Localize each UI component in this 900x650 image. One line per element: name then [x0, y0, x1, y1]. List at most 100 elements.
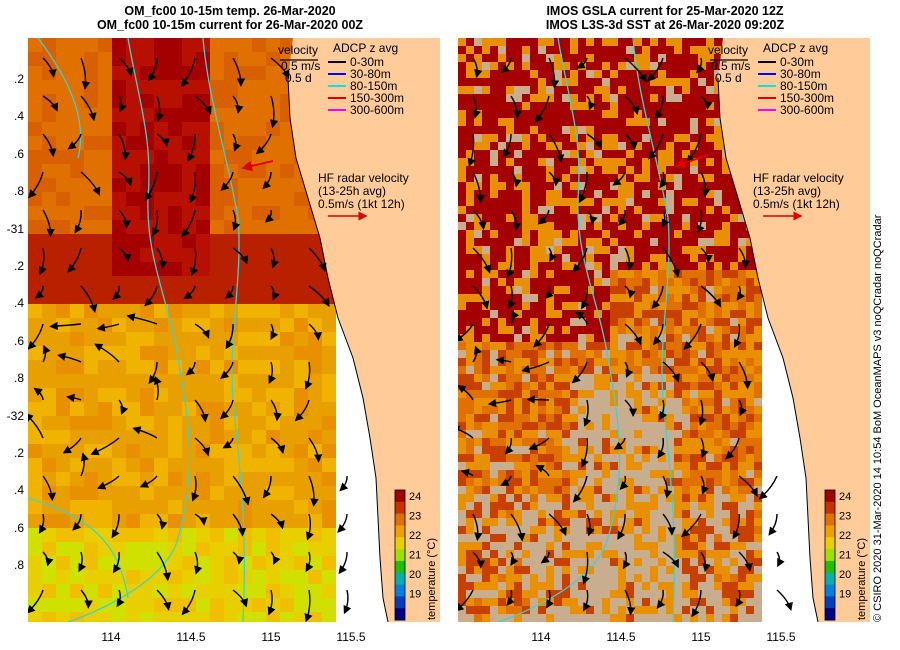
left-map-panel[interactable]: velocity 0.5 m/s 0.5 d ADCP z avg 0-30m 3… — [28, 38, 440, 622]
adcp-legend-label: 80-150m — [350, 79, 397, 93]
current-arrow — [686, 133, 702, 164]
current-arrow — [683, 323, 702, 350]
current-arrow — [472, 171, 485, 204]
left-coastline — [287, 77, 389, 622]
colorbar-tick: 23 — [409, 511, 421, 523]
current-arrow — [662, 475, 673, 499]
current-arrow — [220, 171, 234, 191]
right-panel-title: IMOS GSLA current for 25-Mar-2020 12Z IM… — [455, 4, 875, 32]
y-tick: .6 — [13, 146, 24, 161]
adcp-legend-label: 80-150m — [780, 79, 827, 93]
hf-title: HF radar velocity — [318, 171, 409, 185]
current-arrow — [661, 209, 670, 228]
current-arrow — [80, 589, 93, 609]
current-arrow — [776, 589, 793, 612]
current-arrow — [189, 171, 198, 204]
right-hf-radar-arrow — [674, 154, 709, 169]
left-map-svg: velocity 0.5 m/s 0.5 d ADCP z avg 0-30m3… — [28, 38, 440, 622]
current-arrow — [458, 425, 474, 439]
colorbar-segment — [395, 513, 405, 526]
current-arrow — [583, 399, 592, 427]
current-arrow — [624, 399, 638, 417]
current-arrow — [619, 475, 629, 490]
current-arrow — [736, 285, 745, 301]
current-arrow — [738, 475, 758, 497]
y-tick: .4 — [13, 483, 24, 498]
current-arrow — [118, 209, 131, 229]
current-arrow — [262, 171, 272, 190]
current-arrow — [510, 209, 522, 232]
colorbar-segment — [395, 549, 405, 562]
current-arrow — [224, 285, 234, 299]
scale-time-label: 0.5 d — [285, 71, 312, 85]
current-arrow — [269, 95, 279, 129]
colorbar-segment — [825, 596, 835, 609]
current-arrow — [308, 247, 327, 272]
current-arrow — [337, 513, 348, 533]
adcp-legend-label: 0-30m — [780, 55, 814, 69]
current-arrow — [139, 475, 158, 488]
left-panel-title: OM_fc00 10-15m temp. 26-Mar-2020 OM_fc00… — [20, 4, 440, 32]
current-arrow — [680, 513, 702, 538]
current-arrow — [662, 551, 679, 569]
current-arrow — [624, 95, 640, 116]
current-arrow — [34, 285, 44, 299]
right-isobath-1 — [497, 38, 621, 622]
left-current-arrows — [28, 57, 352, 622]
current-arrow — [308, 437, 323, 463]
current-arrow — [67, 247, 82, 273]
current-arrow — [262, 475, 272, 499]
current-arrow — [548, 513, 567, 536]
current-arrow — [521, 361, 550, 374]
x-tick: 114 — [531, 630, 551, 644]
current-arrow — [232, 95, 244, 114]
y-tick: -31 — [6, 221, 24, 236]
current-arrow — [700, 95, 713, 110]
current-arrow — [540, 551, 550, 564]
current-arrow — [194, 551, 203, 575]
right-velocity-label: velocity — [708, 43, 748, 57]
right-scale-speed-label: 0.5 m/s — [711, 59, 750, 73]
current-arrow — [657, 437, 666, 459]
right-current-arrows — [458, 57, 793, 618]
colorbar-tick: 22 — [409, 530, 421, 542]
x-tick: 115 — [261, 630, 281, 644]
current-arrow — [467, 133, 476, 167]
current-arrow — [33, 387, 44, 401]
current-arrow — [758, 475, 778, 500]
right-coastline — [717, 77, 819, 622]
current-arrow — [116, 589, 125, 608]
current-arrow — [546, 589, 554, 609]
current-arrow — [152, 209, 160, 237]
colorbar-tick: 22 — [839, 530, 851, 542]
current-arrow — [194, 399, 209, 423]
right-map-panel[interactable]: velocity 0.5 m/s 0.5 d ADCP z avg 0-30m 3… — [458, 38, 870, 622]
current-arrow — [118, 133, 130, 161]
current-arrow — [460, 468, 474, 477]
y-tick: .4 — [13, 109, 24, 124]
current-arrow — [156, 513, 168, 530]
current-arrow — [700, 475, 710, 495]
current-arrow — [586, 513, 595, 537]
current-arrow — [148, 361, 158, 385]
y-tick: .2 — [13, 446, 24, 460]
current-arrow — [183, 285, 196, 300]
current-arrow — [144, 171, 158, 202]
current-arrow — [118, 57, 134, 77]
x-tick: 114.5 — [606, 630, 636, 644]
current-arrow — [66, 393, 82, 403]
current-arrow — [194, 437, 211, 457]
current-arrow — [220, 361, 234, 379]
current-arrow — [270, 285, 280, 301]
current-arrow — [306, 513, 314, 541]
adcp-legend-label: 150-300m — [350, 91, 404, 105]
current-arrow — [118, 399, 129, 416]
current-arrow — [268, 361, 277, 385]
current-arrow — [528, 437, 550, 451]
colorbar-segment — [825, 513, 835, 526]
right-title-line1: IMOS GSLA current for 25-Mar-2020 12Z — [546, 4, 784, 18]
current-arrow — [537, 209, 550, 225]
current-arrow — [581, 437, 589, 468]
current-arrow — [700, 247, 713, 264]
current-arrow — [768, 513, 778, 536]
